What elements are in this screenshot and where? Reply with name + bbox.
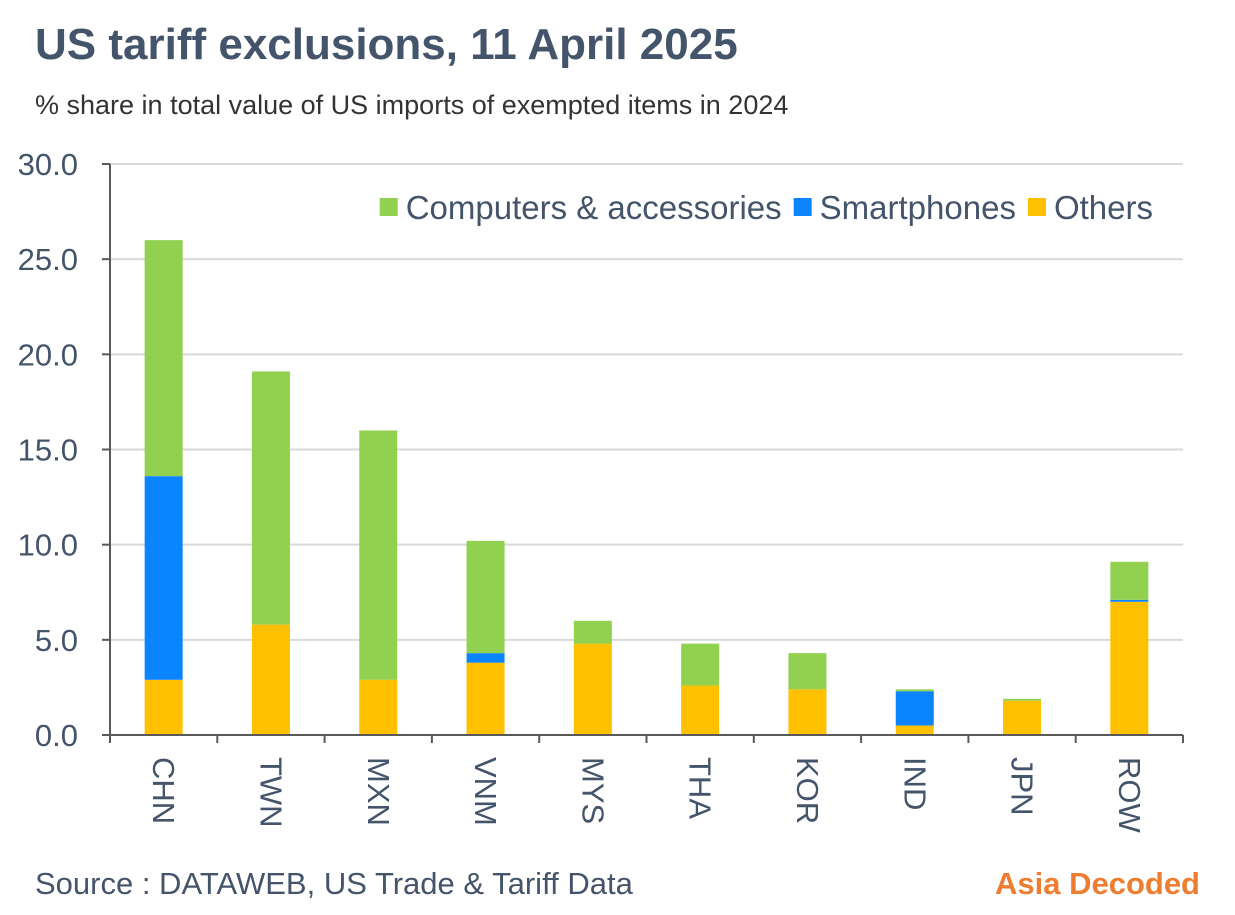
x-tick-label: KOR xyxy=(790,757,825,824)
bar-segment-row-smartphones xyxy=(1110,599,1149,602)
axes xyxy=(102,163,1184,743)
x-tick-label: IND xyxy=(897,757,932,810)
bar-segment-vnm-others xyxy=(466,662,505,735)
x-tick-label: VNM xyxy=(468,757,503,826)
y-tick-label: 20.0 xyxy=(18,337,78,372)
x-tick-label: THA xyxy=(683,757,718,819)
bar-segment-mxn-others xyxy=(359,679,398,735)
legend: Computers & accessories Smartphones Others xyxy=(379,189,1153,226)
x-tick-labels: CHN TWN MXN VNM MYS THA KOR IND JPN ROW xyxy=(146,757,1147,834)
x-tick-label: ROW xyxy=(1112,757,1147,834)
y-tick-labels: 0.0 5.0 10.0 15.0 20.0 25.0 30.0 xyxy=(18,147,78,753)
bar-segment-row-others xyxy=(1110,601,1149,735)
legend-swatch-computers-accessories xyxy=(379,198,398,216)
bar-segment-jpn-others xyxy=(1003,700,1042,735)
y-tick-label: 30.0 xyxy=(18,147,78,182)
y-tick-label: 25.0 xyxy=(18,242,78,277)
bar-segment-tha-computers-accessories xyxy=(681,643,720,686)
y-tick-label: 15.0 xyxy=(18,433,78,468)
x-tick-label: CHN xyxy=(146,757,181,824)
x-tick-label: MXN xyxy=(361,757,396,826)
bar-segment-vnm-computers-accessories xyxy=(466,540,505,654)
bars xyxy=(144,240,1149,735)
bar-segment-ind-others xyxy=(895,725,934,735)
bar-segment-ind-computers-accessories xyxy=(895,689,934,692)
bar-segment-chn-computers-accessories xyxy=(144,240,183,477)
bar-segment-twn-others xyxy=(251,624,290,735)
bar-segment-jpn-computers-accessories xyxy=(1003,698,1042,701)
bar-segment-twn-computers-accessories xyxy=(251,371,290,625)
bar-segment-mys-others xyxy=(573,643,612,735)
legend-label: Others xyxy=(1054,189,1153,226)
y-tick-label: 5.0 xyxy=(35,623,78,658)
y-tick-label: 10.0 xyxy=(18,528,78,563)
bar-segment-row-computers-accessories xyxy=(1110,561,1149,600)
bar-segment-tha-others xyxy=(681,685,720,735)
legend-label: Computers & accessories xyxy=(406,189,782,226)
bar-segment-mys-computers-accessories xyxy=(573,620,612,644)
chart-subtitle: % share in total value of US imports of … xyxy=(35,90,789,120)
brand-logo-text: Asia Decoded xyxy=(994,866,1200,901)
bar-segment-kor-others xyxy=(788,689,827,735)
bar-segment-kor-computers-accessories xyxy=(788,653,827,690)
bar-segment-mxn-computers-accessories xyxy=(359,430,398,680)
legend-label: Smartphones xyxy=(820,189,1016,226)
source-note: Source : DATAWEB, US Trade & Tariff Data xyxy=(35,866,633,901)
y-tick-label: 0.0 xyxy=(35,718,78,753)
legend-swatch-others xyxy=(1027,198,1046,216)
x-tick-label: TWN xyxy=(253,757,288,828)
chart-title: US tariff exclusions, 11 April 2025 xyxy=(35,20,738,69)
bar-segment-ind-smartphones xyxy=(895,691,934,726)
legend-swatch-smartphones xyxy=(793,198,812,216)
bar-segment-chn-others xyxy=(144,679,183,735)
x-tick-label: JPN xyxy=(1005,757,1040,816)
bar-segment-vnm-smartphones xyxy=(466,653,505,663)
x-tick-label: MYS xyxy=(575,757,610,824)
bar-segment-chn-smartphones xyxy=(144,476,183,680)
